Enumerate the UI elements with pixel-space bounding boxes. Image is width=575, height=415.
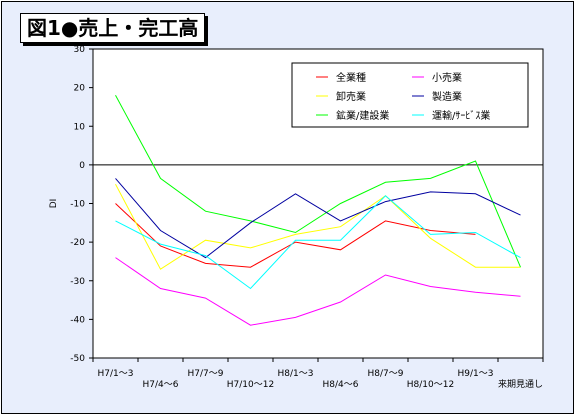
x-tick-label: H9/1～3 — [458, 369, 494, 379]
legend-label: 全業種 — [336, 71, 366, 84]
x-tick-label: H7/4～6 — [143, 380, 179, 390]
x-tick-label: H8/1～3 — [278, 369, 314, 379]
y-tick-label: 20 — [74, 84, 86, 94]
series-line — [115, 95, 521, 268]
y-tick-label: 30 — [74, 45, 86, 55]
legend — [291, 62, 529, 128]
x-tick-label: H7/10～12 — [227, 380, 274, 390]
legend-label: 卸売業 — [336, 90, 366, 103]
x-tick-label: H7/7～9 — [188, 369, 224, 379]
series-line — [115, 183, 521, 270]
figure-title: 図1●売上・完工高 — [20, 13, 206, 43]
y-tick-label: -40 — [70, 315, 85, 325]
legend-label: 運輸/ｻｰﾋﾞｽ業 — [432, 109, 490, 122]
series-line — [115, 257, 521, 326]
x-tick-label: H8/10～12 — [407, 380, 454, 390]
x-tick-label: H8/4～6 — [323, 380, 359, 390]
y-tick-label: -50 — [70, 354, 85, 364]
y-tick-label: 0 — [79, 161, 85, 171]
y-tick-label: -20 — [70, 238, 85, 248]
x-tick-label: H7/1～3 — [98, 369, 134, 379]
x-tick-label: 来期見通し — [498, 379, 543, 390]
legend-label: 鉱業/建設業 — [336, 109, 389, 122]
legend-label: 小売業 — [432, 71, 462, 84]
series-line — [115, 178, 521, 259]
series-line — [115, 195, 521, 290]
y-tick-label: -30 — [70, 277, 85, 287]
y-axis-label: DI — [49, 199, 59, 209]
x-tick-label: H8/7～9 — [368, 369, 404, 379]
y-tick-label: 10 — [74, 122, 86, 132]
legend-label: 製造業 — [432, 90, 462, 103]
series-line — [115, 203, 476, 268]
y-tick-label: -10 — [70, 200, 85, 210]
